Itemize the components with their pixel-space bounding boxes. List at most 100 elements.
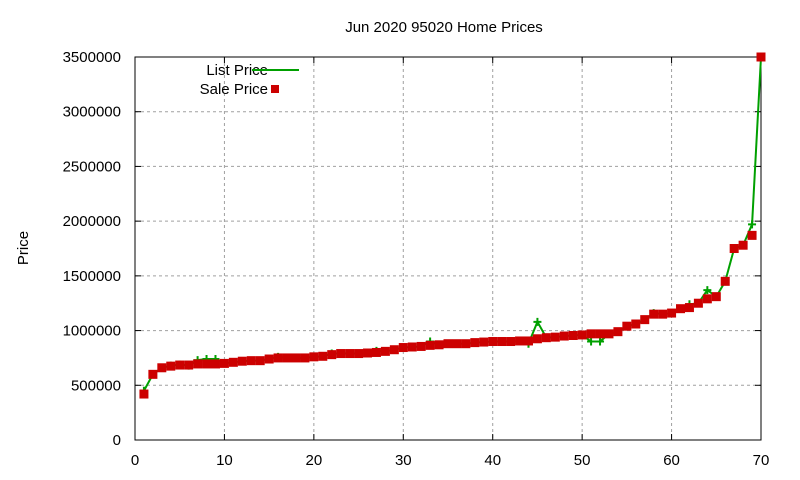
sale-price-point — [667, 308, 677, 318]
sale-price-point — [273, 353, 283, 363]
sale-price-point — [210, 359, 220, 369]
sale-price-point — [228, 357, 238, 367]
plot-frame — [134, 56, 762, 441]
sale-price-point — [515, 336, 525, 346]
sale-price-point — [622, 321, 632, 331]
list-price-point — [748, 220, 757, 229]
sale-price-point — [470, 338, 480, 348]
sale-price-point — [586, 329, 596, 339]
list-price-point — [596, 337, 605, 346]
legend-label-sale-price: Sale Price — [200, 81, 268, 98]
sale-price-point — [157, 363, 167, 373]
sale-price-point — [363, 348, 373, 358]
sale-price-point — [264, 354, 274, 364]
axis-ticks: 0 10 20 30 40 50 60 70 0 500000 1000000 1500000 2000… — [63, 49, 770, 469]
sale-price-point — [452, 339, 462, 349]
sale-price-point — [175, 360, 185, 370]
sale-price-point — [139, 389, 149, 399]
sale-price-point — [309, 352, 319, 362]
sale-price-point — [488, 337, 498, 347]
y-tick-label: 500000 — [71, 377, 121, 394]
sale-price-point — [255, 356, 265, 366]
sale-price-point — [568, 330, 578, 340]
sale-price-point — [640, 315, 650, 325]
sale-price-point — [398, 343, 408, 353]
sale-price-point — [345, 349, 355, 359]
y-tick-label: 0 — [113, 432, 121, 449]
x-tick-label: 30 — [395, 452, 412, 469]
sale-price-point — [461, 339, 471, 349]
sale-price-point — [702, 294, 712, 304]
sale-price-point — [380, 346, 390, 356]
x-tick-label: 20 — [306, 452, 323, 469]
list-price-point — [533, 317, 542, 326]
sale-price-point — [738, 240, 748, 250]
sale-price-point — [219, 358, 229, 368]
y-tick-label: 3000000 — [63, 104, 121, 121]
sale-price-point — [416, 341, 426, 351]
sale-price-point — [193, 359, 203, 369]
sale-price-point — [577, 330, 587, 340]
sale-price-point — [318, 351, 328, 361]
sale-price-point — [202, 359, 212, 369]
sale-price-point — [479, 337, 489, 347]
y-tick-label: 1500000 — [63, 268, 121, 285]
y-axis-label: Price — [15, 231, 32, 265]
legend-swatch-sale-price — [271, 85, 279, 93]
sale-price-point — [613, 327, 623, 337]
sale-price-point — [336, 349, 346, 359]
sale-price-point — [443, 339, 453, 349]
sale-price-point — [166, 361, 176, 371]
series-layer — [139, 52, 766, 399]
sale-price-point — [327, 350, 337, 360]
legend: List Price Sale Price — [200, 62, 299, 98]
sale-price-point — [684, 303, 694, 313]
sale-price-point — [425, 340, 435, 350]
sale-price-point — [184, 360, 194, 370]
x-tick-label: 40 — [484, 452, 501, 469]
x-tick-label: 0 — [131, 452, 139, 469]
sale-price-point — [631, 319, 641, 329]
y-tick-label: 2000000 — [63, 213, 121, 230]
sale-price-point — [604, 329, 614, 339]
sale-price-point — [595, 329, 605, 339]
sale-price-point — [729, 244, 739, 253]
sale-price-point — [720, 276, 730, 286]
sale-price-point — [291, 353, 301, 363]
sale-price-point — [711, 292, 721, 302]
sale-price-point — [506, 337, 516, 347]
x-tick-label: 70 — [753, 452, 770, 469]
x-tick-label: 60 — [663, 452, 680, 469]
y-tick-label: 3500000 — [63, 49, 121, 66]
sale-price-point — [282, 353, 292, 363]
sale-price-point — [407, 342, 417, 352]
sale-price-point — [237, 356, 247, 366]
sale-price-point — [354, 349, 364, 359]
sale-price-point — [389, 345, 399, 355]
sale-price-point — [497, 337, 507, 347]
sale-price-point — [756, 52, 766, 62]
sale-price-point — [523, 336, 533, 346]
legend-label-list-price: List Price — [206, 62, 268, 79]
sale-price-point — [559, 331, 569, 341]
sale-price-point — [541, 333, 551, 343]
sale-price-point — [532, 334, 542, 344]
sale-price-point — [676, 304, 686, 314]
sale-price-point — [693, 298, 703, 308]
y-tick-label: 2500000 — [63, 158, 121, 175]
sale-price-point — [148, 369, 158, 379]
sale-price-point — [434, 340, 444, 350]
sale-price-point — [550, 332, 560, 342]
y-tick-label: 1000000 — [63, 323, 121, 340]
sale-price-point — [371, 347, 381, 357]
x-tick-label: 10 — [216, 452, 233, 469]
sale-price-point — [246, 356, 256, 366]
list-price-point — [703, 286, 712, 295]
chart-title: Jun 2020 95020 Home Prices — [345, 19, 543, 36]
list-price-point — [587, 337, 596, 346]
sale-price-point — [747, 230, 757, 240]
grid — [135, 57, 761, 440]
sale-price-point — [300, 353, 310, 363]
sale-price-point — [649, 309, 659, 319]
